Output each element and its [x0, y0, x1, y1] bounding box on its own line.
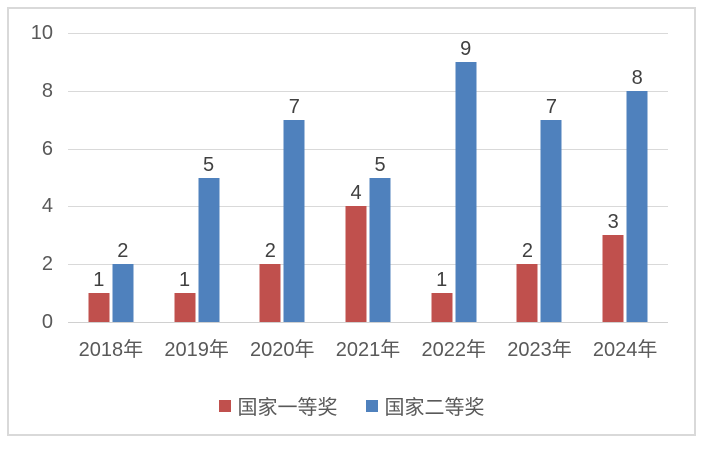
bar-slot: 5 — [369, 33, 391, 322]
data-label: 5 — [203, 153, 215, 176]
x-tick-label: 2022年 — [421, 339, 486, 361]
data-label: 1 — [93, 269, 105, 292]
y-tick-label: 10 — [30, 22, 53, 44]
y-tick-label: 4 — [41, 195, 53, 218]
data-label: 2 — [117, 240, 129, 263]
data-label: 8 — [631, 66, 643, 89]
gridline — [68, 90, 668, 92]
y-tick-label: 8 — [41, 79, 53, 102]
bar-slot: 2 — [516, 33, 538, 322]
legend-swatch-icon — [365, 399, 378, 412]
bar — [455, 61, 477, 322]
bar-slot: 3 — [602, 33, 624, 322]
bar-slot: 5 — [198, 33, 220, 322]
gridline — [68, 206, 668, 208]
bar — [198, 177, 220, 322]
bar — [112, 264, 134, 322]
bar-slot: 2 — [259, 33, 281, 322]
x-tick-label: 2020年 — [250, 339, 315, 361]
x-tick-label: 2018年 — [78, 339, 144, 361]
bar-slot: 1 — [88, 33, 110, 322]
gridline — [68, 33, 668, 34]
bar-slot: 2 — [112, 33, 134, 322]
data-label: 1 — [436, 269, 448, 292]
bar-slot: 4 — [345, 33, 367, 322]
legend: 国家一等奖 国家二等奖 — [9, 391, 694, 420]
bar — [174, 293, 196, 322]
gridline — [68, 264, 668, 266]
y-tick-label: 2 — [41, 253, 53, 276]
bar — [369, 177, 391, 322]
data-label: 1 — [179, 269, 191, 292]
bar — [88, 293, 110, 322]
bar — [259, 264, 281, 322]
data-label: 2 — [521, 240, 534, 263]
bar-slot: 8 — [626, 33, 648, 322]
bar-slot: 1 — [431, 33, 453, 322]
bar-slot: 1 — [174, 33, 196, 322]
bar — [431, 293, 453, 322]
data-label: 9 — [460, 37, 472, 60]
bar — [516, 264, 538, 322]
bar — [345, 206, 367, 322]
x-axis-line — [68, 322, 668, 323]
legend-swatch-icon — [218, 399, 231, 412]
bar-slot: 7 — [540, 33, 562, 322]
bar — [602, 235, 624, 322]
x-axis: 2018年 2019年 2020年 2021年 2022年 2023年 2024年 — [68, 333, 668, 362]
data-label: 4 — [350, 182, 362, 205]
bar-slot: 7 — [283, 33, 305, 322]
bar — [540, 119, 562, 322]
legend-label: 国家一等奖 — [237, 397, 338, 419]
bar — [626, 90, 648, 322]
gridline — [68, 148, 668, 150]
x-tick-label: 2021年 — [335, 339, 401, 361]
legend-item: 国家二等奖 — [365, 391, 485, 420]
data-label: 2 — [264, 240, 276, 263]
data-label: 7 — [545, 95, 558, 118]
x-tick-label: 2023年 — [507, 339, 572, 361]
y-tick-label: 6 — [41, 137, 53, 160]
x-tick-label: 2024年 — [592, 339, 658, 361]
legend-label: 国家二等奖 — [384, 397, 485, 419]
legend-item: 国家一等奖 — [218, 391, 338, 420]
data-label: 5 — [374, 153, 386, 176]
bar-slot: 9 — [455, 33, 477, 322]
y-tick-label: 0 — [41, 311, 53, 333]
x-tick-label: 2019年 — [164, 339, 229, 361]
data-label: 3 — [607, 211, 619, 234]
data-label: 7 — [288, 95, 300, 118]
bar — [283, 119, 305, 322]
y-axis: 0 2 4 6 8 10 — [9, 23, 53, 332]
